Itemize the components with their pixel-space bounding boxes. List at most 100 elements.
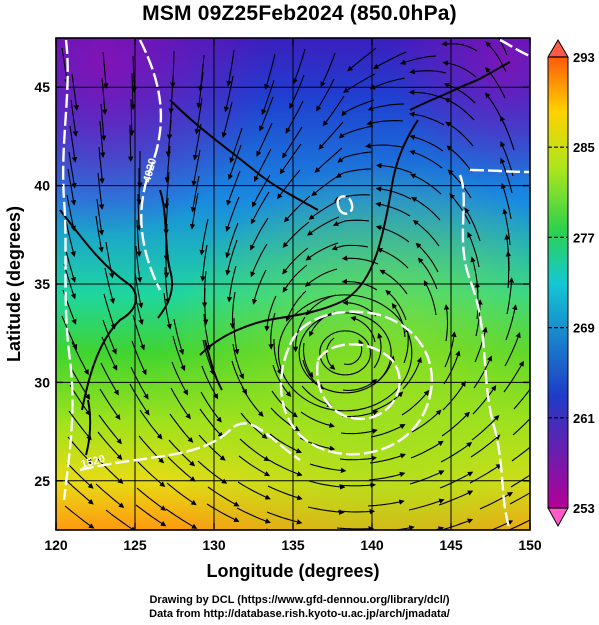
- streamline: [442, 60, 477, 78]
- cyclone-streamline: [277, 294, 413, 412]
- streamline: [500, 157, 513, 194]
- contour-west: [61, 39, 74, 501]
- streamline: [203, 313, 212, 351]
- streamline: [464, 207, 481, 242]
- streamline: [307, 506, 345, 515]
- streamline: [282, 247, 309, 275]
- streamline: [63, 263, 76, 300]
- y-axis-label: Latitude (degrees): [4, 206, 24, 362]
- streamline: [131, 340, 147, 376]
- y-tick-label: 40: [34, 178, 50, 194]
- streamline: [166, 482, 197, 506]
- height-contours: [61, 38, 530, 530]
- streamline: [339, 455, 377, 462]
- streamline: [347, 47, 377, 72]
- streamline: [236, 534, 270, 547]
- streamline: [285, 290, 307, 322]
- x-tick-label: 135: [281, 537, 305, 553]
- streamline: [272, 364, 292, 398]
- streamline: [379, 269, 408, 295]
- coast-korea: [157, 189, 174, 319]
- contour-south: [79, 422, 301, 472]
- streamline: [66, 462, 94, 489]
- streamline: [305, 242, 339, 261]
- streamline: [202, 339, 215, 376]
- streamline: [268, 312, 276, 350]
- streamline: [443, 304, 450, 342]
- streamline: [509, 492, 530, 505]
- streamline: [128, 98, 135, 137]
- streamline: [338, 125, 374, 139]
- streamline: [202, 287, 209, 325]
- streamline: [289, 74, 305, 110]
- streamline: [307, 533, 343, 538]
- y-axis: 25 30 35 40 45: [34, 79, 530, 489]
- streamline: [232, 343, 244, 380]
- streamline: [370, 424, 406, 438]
- streamline: [367, 103, 405, 111]
- streamline: [237, 481, 271, 500]
- streamline: [95, 483, 125, 508]
- streamline: [399, 55, 437, 65]
- streamline: [130, 72, 136, 111]
- streamline: [136, 193, 142, 232]
- streamline: [342, 300, 377, 317]
- streamline: [409, 68, 447, 75]
- streamline: [337, 508, 376, 515]
- colorbar-tick-label: 285: [573, 140, 595, 155]
- map-title: MSM 09Z25Feb2024 (850.0hPa): [142, 2, 457, 25]
- streamline: [302, 342, 314, 378]
- streamline: [101, 336, 118, 371]
- coast-taiwan: [85, 399, 92, 456]
- streamline: [207, 486, 240, 507]
- y-tick-label: 30: [34, 374, 50, 390]
- streamline: [102, 319, 117, 355]
- streamline: [471, 415, 500, 441]
- streamline: [500, 183, 512, 220]
- streamline: [410, 173, 442, 195]
- contour-north: [138, 39, 163, 291]
- streamline: [64, 246, 77, 283]
- streamline: [373, 51, 407, 69]
- streamline: [282, 221, 310, 248]
- streamline: [97, 172, 105, 210]
- streamline: [513, 388, 530, 410]
- streamline: [129, 383, 150, 416]
- streamline: [301, 385, 333, 407]
- streamline: [411, 197, 441, 221]
- streamline: [264, 295, 277, 332]
- streamline: [490, 520, 514, 530]
- streamline: [438, 490, 474, 506]
- streamline: [410, 440, 444, 459]
- streamline: [375, 225, 410, 243]
- streamline: [375, 186, 412, 200]
- streamline: [206, 503, 240, 522]
- streamline: [130, 366, 149, 400]
- colorbar-tick-label: 293: [573, 50, 595, 65]
- streamline: [198, 54, 205, 92]
- streamline: [473, 355, 492, 389]
- streamline: [64, 505, 95, 529]
- streamline: [172, 335, 186, 372]
- streamline: [236, 507, 271, 524]
- streamline: [66, 194, 76, 232]
- y-tick-label: 35: [34, 276, 50, 292]
- streamline: [369, 453, 406, 464]
- streamline: [409, 470, 445, 485]
- colorbar-gradient: [547, 56, 569, 509]
- streamline: [292, 316, 306, 353]
- streamline: [133, 288, 144, 326]
- streamline: [238, 455, 271, 477]
- streamline: [223, 75, 234, 113]
- streamline: [337, 151, 373, 163]
- streamline: [335, 168, 372, 178]
- streamline: [500, 141, 514, 177]
- streamline: [300, 411, 335, 428]
- streamline: [440, 442, 473, 463]
- streamline: [70, 367, 91, 400]
- streamline: [366, 120, 404, 126]
- streamline: [385, 289, 407, 321]
- streamline: [163, 171, 170, 209]
- streamline: [402, 356, 422, 390]
- streamline: [190, 175, 200, 213]
